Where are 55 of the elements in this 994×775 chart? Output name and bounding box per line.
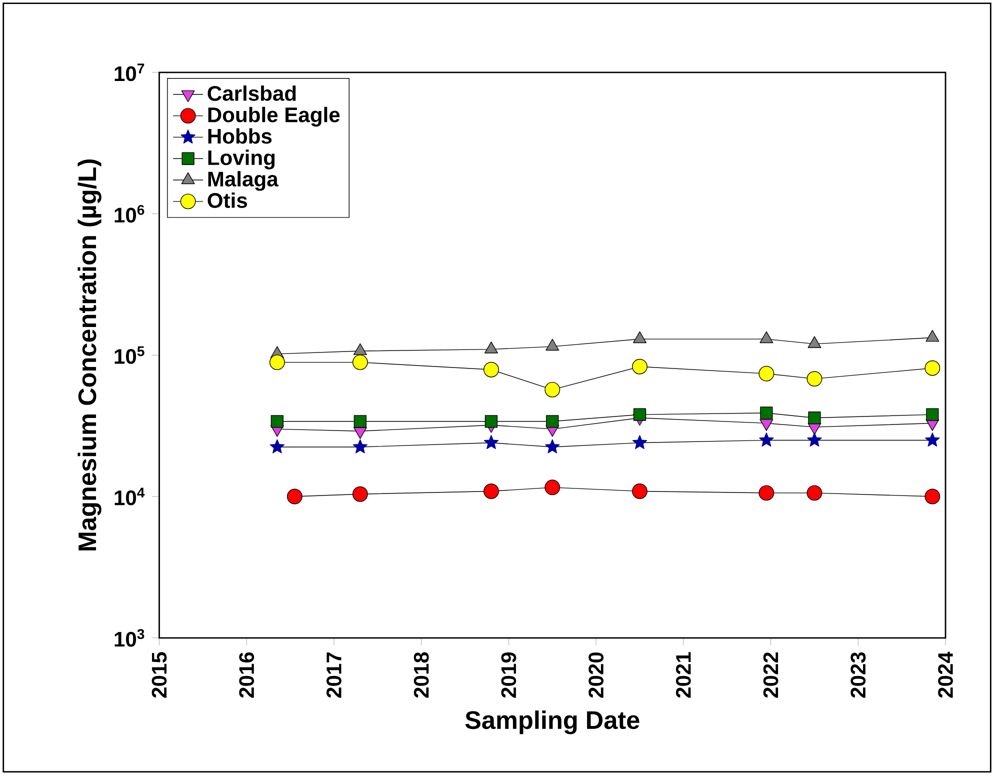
x-tick-label: 2023 <box>850 652 866 698</box>
x-tick-label: 2018 <box>414 652 429 698</box>
point <box>759 432 774 447</box>
y-tick-label: 10$^{7}$ <box>114 64 144 82</box>
point <box>544 480 560 496</box>
point <box>484 483 499 499</box>
x-tick-label: 2016 <box>239 652 254 698</box>
point <box>632 434 648 450</box>
point <box>760 406 773 420</box>
point <box>352 354 368 370</box>
y-tick-label: 10$^{5}$ <box>114 346 144 364</box>
x-tick-label: 2021 <box>676 652 691 698</box>
point <box>807 432 822 447</box>
point <box>924 360 940 376</box>
x-tick-label: 2024 <box>938 652 953 698</box>
point <box>354 414 366 428</box>
point <box>806 371 822 386</box>
point <box>484 434 499 450</box>
legend-label: Carlsbad <box>208 85 296 101</box>
point <box>806 485 822 501</box>
point <box>544 382 560 398</box>
point <box>352 486 368 502</box>
y-tick-label: 10$^{6}$ <box>114 204 144 223</box>
legend-label: Hobbs <box>208 128 272 144</box>
point <box>633 408 646 421</box>
legend-label: Loving <box>208 150 275 170</box>
y-tick-label: 10$^{4}$ <box>114 488 145 506</box>
y-tick-label: 10$^{3}$ <box>114 628 144 647</box>
legend-label: Double Eagle <box>208 106 340 126</box>
point <box>352 439 368 454</box>
point <box>546 414 559 428</box>
point <box>270 439 285 454</box>
point <box>270 414 284 428</box>
point <box>924 488 940 504</box>
point <box>758 485 774 501</box>
legend-label: Malaga <box>208 171 278 191</box>
point <box>632 483 648 499</box>
x-tick-label: 2019 <box>501 652 516 698</box>
point <box>286 488 302 504</box>
point <box>808 411 821 424</box>
point <box>484 414 498 428</box>
point <box>925 432 940 447</box>
point <box>632 358 648 374</box>
x-tick-label: 2017 <box>326 652 342 698</box>
point <box>545 439 560 454</box>
point <box>758 366 774 382</box>
y-axis-title: Magnesium Concentration (µg/L) <box>78 159 102 550</box>
point <box>484 362 499 378</box>
x-axis-title: Sampling Date <box>465 710 640 734</box>
x-tick-label: 2015 <box>152 652 167 698</box>
point <box>926 408 939 421</box>
x-tick-label: 2020 <box>588 652 604 698</box>
point <box>269 354 285 370</box>
legend-label: Otis <box>208 192 248 208</box>
x-tick-label: 2022 <box>763 652 778 698</box>
